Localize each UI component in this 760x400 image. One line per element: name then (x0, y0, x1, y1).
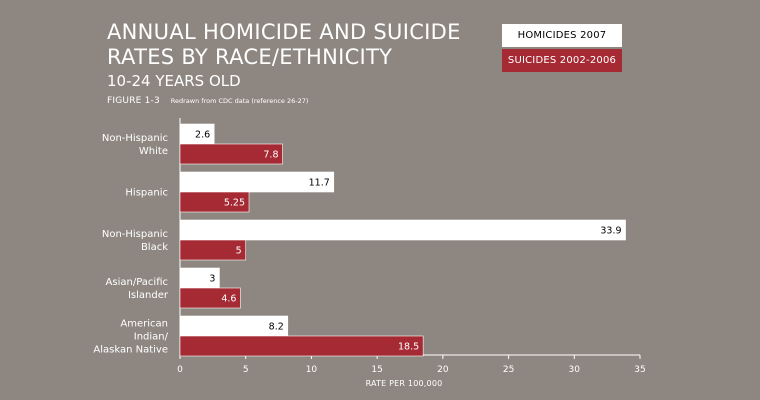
bar-value-label: 33.9 (600, 226, 621, 237)
bar-value-label: 3 (209, 274, 215, 285)
x-tick-label: 25 (503, 365, 514, 375)
x-tick-label: 20 (437, 365, 449, 375)
x-axis-label: RATE PER 100,000 (366, 379, 443, 388)
category-label: Indian/ (134, 332, 169, 343)
bar-value-label: 8.2 (269, 322, 284, 333)
bar-suicides (179, 335, 424, 357)
category-label: Black (141, 242, 168, 253)
bar-value-label: 5 (236, 246, 242, 257)
category-label: Islander (128, 290, 169, 301)
bar-suicides (179, 191, 250, 213)
bar-homicides (179, 219, 626, 241)
legend-item-suicides: SUICIDES 2002-2006 (502, 49, 622, 72)
category-label: American (120, 319, 168, 330)
source-note: Redrawn from CDC data (reference 26-27) (170, 97, 309, 105)
figure-caption: FIGURE 1-3 Redrawn from CDC data (refere… (107, 96, 308, 106)
bar-value-label: 5.25 (224, 198, 245, 209)
category-label: Non-Hispanic (102, 133, 168, 144)
x-tick-label: 15 (371, 365, 382, 375)
bar-value-label: 11.7 (309, 178, 330, 189)
category-label: Hispanic (125, 188, 168, 199)
x-tick-label: 0 (177, 365, 183, 375)
category-label: Asian/Pacific (106, 277, 168, 288)
bar-homicides (179, 171, 335, 193)
bar-suicides (179, 239, 247, 261)
bar-value-label: 4.6 (221, 294, 236, 305)
chart-title: ANNUAL HOMICIDE AND SUICIDE RATES BY RAC… (107, 20, 461, 69)
bar-value-label: 2.6 (195, 130, 210, 141)
category-label: Non-Hispanic (102, 229, 168, 240)
chart-subtitle: 10-24 YEARS OLD (107, 72, 241, 90)
x-tick-label: 5 (243, 365, 249, 375)
bar-value-label: 18.5 (398, 342, 419, 353)
x-tick-label: 35 (634, 365, 645, 375)
bar-suicides (179, 143, 283, 165)
figure-label: FIGURE 1-3 (107, 96, 160, 106)
bar-value-label: 7.8 (263, 150, 278, 161)
legend-item-homicides: HOMICIDES 2007 (502, 24, 622, 47)
category-label: Alaskan Native (93, 345, 168, 356)
bar-suicides (179, 287, 241, 309)
x-tick-label: 30 (569, 365, 581, 375)
category-label: White (139, 146, 168, 157)
x-tick-label: 10 (306, 365, 318, 375)
